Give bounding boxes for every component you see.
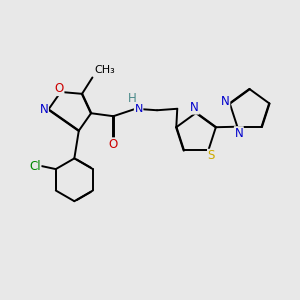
Text: O: O [55, 82, 64, 95]
Text: N: N [235, 127, 243, 140]
Text: H: H [128, 92, 137, 105]
Text: N: N [40, 103, 48, 116]
Text: N: N [134, 104, 143, 114]
Text: N: N [190, 101, 199, 114]
Text: S: S [208, 149, 215, 162]
Text: CH₃: CH₃ [94, 64, 115, 74]
Text: Cl: Cl [29, 160, 41, 172]
Text: O: O [109, 138, 118, 151]
Text: N: N [221, 95, 230, 109]
